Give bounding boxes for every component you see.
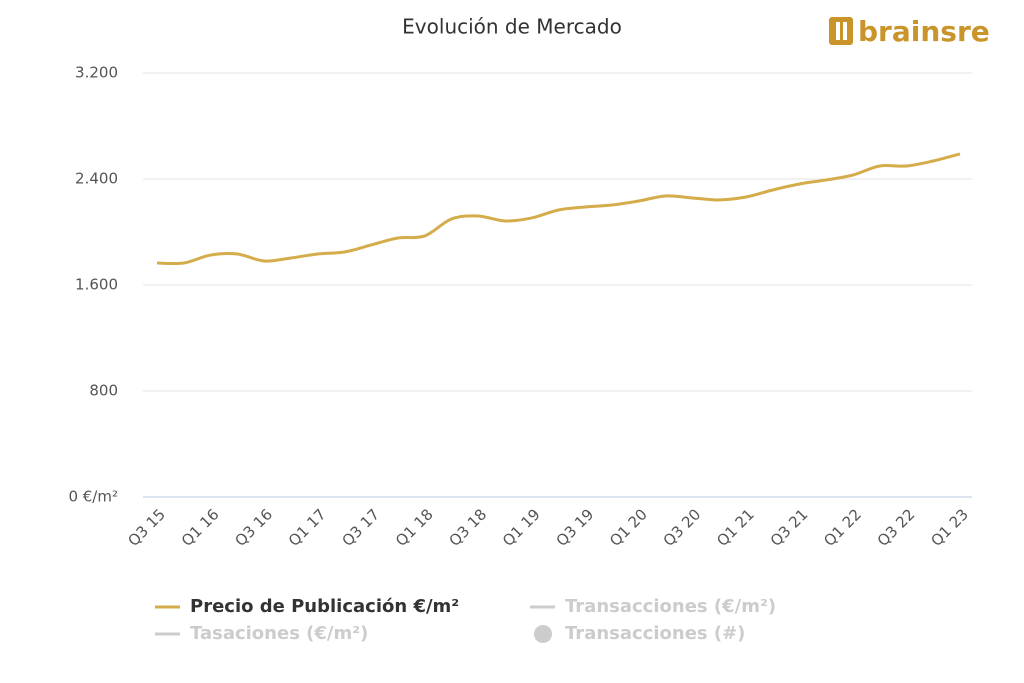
legend-label: Transacciones (#)	[565, 623, 745, 644]
x-tick-label: Q3 17	[338, 505, 383, 550]
x-tick-label: Q1 22	[820, 505, 865, 550]
x-tick-label: Q1 20	[606, 505, 651, 550]
x-tick-label: Q3 20	[660, 505, 705, 550]
logo-text: brainsre	[858, 15, 990, 48]
legend-item[interactable]: Tasaciones (€/m²)	[155, 623, 368, 644]
y-tick-label: 0 €/m²	[68, 488, 118, 506]
logo: brainsre	[829, 15, 990, 48]
x-tick-label: Q3 15	[124, 505, 169, 550]
chart-title: Evolución de Mercado	[402, 15, 622, 39]
y-tick-label: 3.200	[75, 64, 118, 82]
x-tick-label: Q3 16	[231, 505, 276, 550]
x-tick-label: Q3 18	[446, 505, 491, 550]
logo-icon-stroke	[843, 22, 847, 40]
logo-icon	[829, 17, 853, 45]
x-tick-label: Q1 17	[285, 505, 330, 550]
y-tick-label: 800	[89, 382, 118, 400]
x-tick-label: Q1 18	[392, 505, 437, 550]
x-tick-label: Q1 16	[178, 505, 223, 550]
x-tick-label: Q1 21	[713, 505, 758, 550]
x-tick-label: Q3 21	[767, 505, 812, 550]
logo-icon-stroke	[836, 22, 840, 40]
x-tick-label: Q1 19	[499, 505, 544, 550]
legend-label: Tasaciones (€/m²)	[190, 623, 368, 644]
y-tick-label: 2.400	[75, 170, 118, 188]
x-tick-label: Q3 19	[553, 505, 598, 550]
x-tick-label: Q1 23	[927, 505, 972, 550]
y-tick-label: 1.600	[75, 276, 118, 294]
legend-symbol	[534, 625, 552, 643]
series-line	[156, 152, 961, 266]
legend-item[interactable]: Precio de Publicación €/m²	[155, 596, 459, 617]
legend-label: Transacciones (€/m²)	[565, 596, 776, 617]
x-tick-label: Q3 22	[874, 505, 919, 550]
legend-item[interactable]: Transacciones (€/m²)	[530, 596, 776, 617]
legend-item[interactable]: Transacciones (#)	[534, 623, 745, 644]
legend-label: Precio de Publicación €/m²	[190, 596, 459, 617]
